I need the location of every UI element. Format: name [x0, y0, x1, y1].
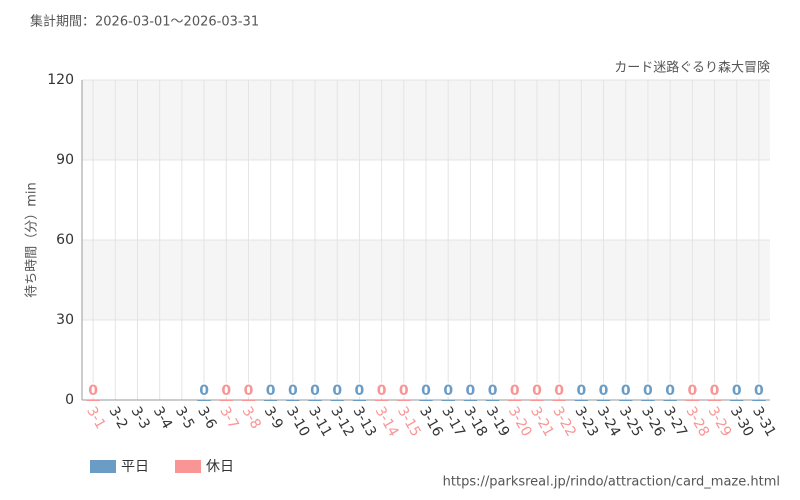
- bar: [263, 400, 278, 401]
- value-label: 0: [221, 383, 231, 399]
- bar: [374, 400, 389, 401]
- value-label: 0: [266, 383, 276, 399]
- x-tick-label: 3-8: [239, 404, 264, 432]
- x-tick-label: 3-3: [128, 404, 153, 432]
- legend-swatch: [90, 460, 116, 473]
- value-label: 0: [288, 383, 298, 399]
- x-tick-label: 3-6: [194, 404, 219, 432]
- chart-subtitle: 集計期間：2026-03-01～2026-03-31: [30, 14, 259, 30]
- value-label: 0: [643, 383, 653, 399]
- source-url: https://parksreal.jp/rindo/attraction/ca…: [443, 475, 780, 490]
- legend-label: 休日: [206, 459, 234, 475]
- bar: [707, 400, 722, 401]
- x-tick-label: 3-31: [749, 404, 779, 440]
- y-axis-label: 待ち時間（分）min: [25, 182, 40, 298]
- value-label: 0: [554, 383, 564, 399]
- x-tick-label: 3-2: [105, 404, 130, 432]
- x-tick-label: 3-4: [150, 404, 175, 432]
- value-label: 0: [377, 383, 387, 399]
- bar: [352, 400, 367, 401]
- bar: [574, 400, 589, 401]
- value-label: 0: [621, 383, 631, 399]
- bar: [485, 400, 500, 401]
- bar: [530, 400, 544, 401]
- y-tick-label: 90: [56, 152, 74, 168]
- y-tick-label: 120: [47, 72, 74, 88]
- bar: [463, 400, 478, 401]
- value-label: 0: [732, 383, 742, 399]
- bar: [241, 400, 256, 401]
- bar: [308, 400, 322, 401]
- value-label: 0: [466, 383, 476, 399]
- value-label: 0: [687, 383, 697, 399]
- value-label: 0: [754, 383, 764, 399]
- value-label: 0: [599, 383, 609, 399]
- x-tick-label: 3-5: [172, 404, 197, 432]
- bar: [685, 400, 699, 401]
- y-tick-label: 0: [65, 392, 74, 408]
- value-label: 0: [421, 383, 431, 399]
- value-label: 0: [710, 383, 720, 399]
- x-tick-label: 3-9: [261, 404, 286, 432]
- bar: [641, 400, 655, 401]
- bar: [730, 400, 744, 401]
- bar: [397, 400, 411, 401]
- value-label: 0: [244, 383, 254, 399]
- bar: [441, 400, 455, 401]
- y-tick-label: 30: [56, 312, 74, 328]
- value-label: 0: [199, 383, 209, 399]
- value-label: 0: [576, 383, 586, 399]
- x-tick-label: 3-1: [83, 404, 108, 432]
- bar: [286, 400, 300, 401]
- value-label: 0: [443, 383, 453, 399]
- bar: [619, 400, 633, 401]
- bar: [86, 400, 100, 401]
- bar: [419, 400, 433, 401]
- value-label: 0: [399, 383, 409, 399]
- bar: [752, 400, 766, 401]
- bar: [508, 400, 522, 401]
- value-label: 0: [332, 383, 342, 399]
- value-label: 0: [665, 383, 675, 399]
- chart-title: カード迷路ぐるり森大冒険: [614, 60, 770, 76]
- y-tick-label: 60: [56, 232, 74, 248]
- value-label: 0: [88, 383, 98, 399]
- value-label: 0: [510, 383, 520, 399]
- bar: [197, 400, 211, 401]
- bar: [596, 400, 611, 401]
- bar: [663, 400, 677, 401]
- bar: [219, 400, 233, 401]
- legend-label: 平日: [121, 459, 149, 475]
- value-label: 0: [532, 383, 542, 399]
- bar: [330, 400, 344, 401]
- legend-swatch: [175, 460, 201, 473]
- value-label: 0: [310, 383, 320, 399]
- x-tick-label: 3-7: [216, 404, 241, 432]
- value-label: 0: [355, 383, 365, 399]
- bar: [552, 400, 566, 401]
- value-label: 0: [488, 383, 498, 399]
